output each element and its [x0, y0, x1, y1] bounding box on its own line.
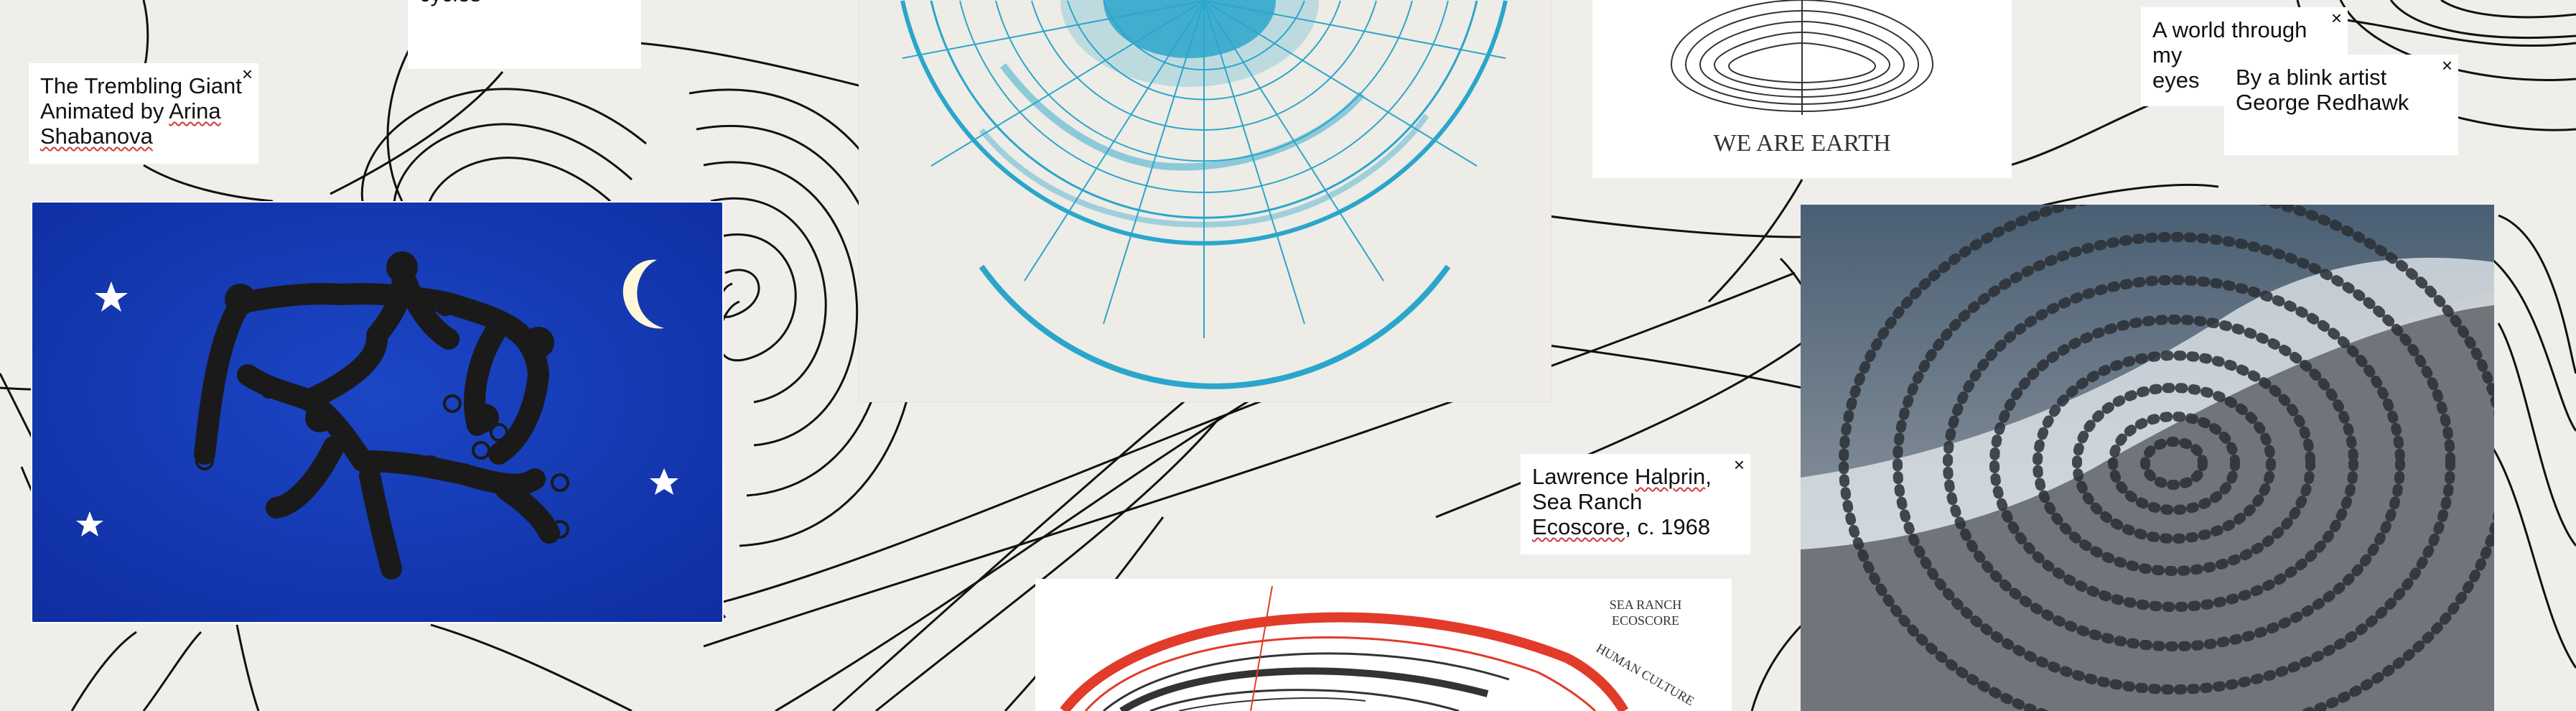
- image-galaxy-radial-map[interactable]: [859, 0, 1551, 402]
- galaxy-radial-illustration: [900, 0, 1508, 389]
- note-line: The Trembling Giant: [40, 73, 242, 98]
- note-line: George Redhawk: [2236, 90, 2409, 115]
- close-icon[interactable]: ×: [2441, 55, 2453, 76]
- star-icon: [650, 468, 678, 495]
- note-line: By a blink artist: [2236, 65, 2387, 90]
- moon-icon: [622, 259, 664, 329]
- image-we-are-earth[interactable]: WE ARE EARTH: [1592, 0, 2012, 178]
- note-line: cycles: [419, 0, 630, 6]
- fingerprint-earth-illustration: WE ARE EARTH: [1670, 0, 1934, 157]
- giant-figure-illustration: [32, 203, 722, 622]
- ecoscore-title-line1: SEA RANCH: [1610, 598, 1682, 612]
- note-line: Sea Ranch: [1532, 489, 1643, 514]
- earth-caption: WE ARE EARTH: [1713, 130, 1890, 157]
- note-cycles[interactable]: cycles: [408, 0, 641, 69]
- note-line: eyes: [2152, 68, 2200, 93]
- ecoscore-diagram: SEA RANCH ECOSCORE HUMAN CULTURE: [1060, 585, 1697, 711]
- note-line: Shabanova: [40, 124, 153, 149]
- close-icon[interactable]: ×: [1733, 454, 1745, 475]
- note-line: Ecoscore, c. 1968: [1532, 514, 1711, 539]
- ecoscore-title-line2: ECOSCORE: [1612, 613, 1679, 628]
- star-icon: [95, 282, 128, 312]
- note-line: Lawrence Halprin,: [1532, 464, 1712, 489]
- note-line: Animated by Arina: [40, 98, 221, 124]
- image-trembling-giant[interactable]: [31, 201, 724, 623]
- note-line: A world through my: [2152, 17, 2307, 68]
- close-icon[interactable]: ×: [241, 63, 253, 85]
- close-icon[interactable]: ×: [2330, 7, 2342, 29]
- note-trembling-giant[interactable]: × The Trembling Giant Animated by Arina …: [29, 63, 258, 164]
- star-icon: [76, 511, 103, 536]
- note-lawrence-halprin[interactable]: × Lawrence Halprin, Sea Ranch Ecoscore, …: [1521, 454, 1750, 554]
- stone-spiral-photo: [1801, 205, 2494, 711]
- note-blink-artist[interactable]: × By a blink artist George Redhawk: [2224, 55, 2458, 155]
- image-stone-spiral[interactable]: [1801, 205, 2494, 711]
- image-sea-ranch-ecoscore[interactable]: SEA RANCH ECOSCORE HUMAN CULTURE: [1035, 579, 1732, 711]
